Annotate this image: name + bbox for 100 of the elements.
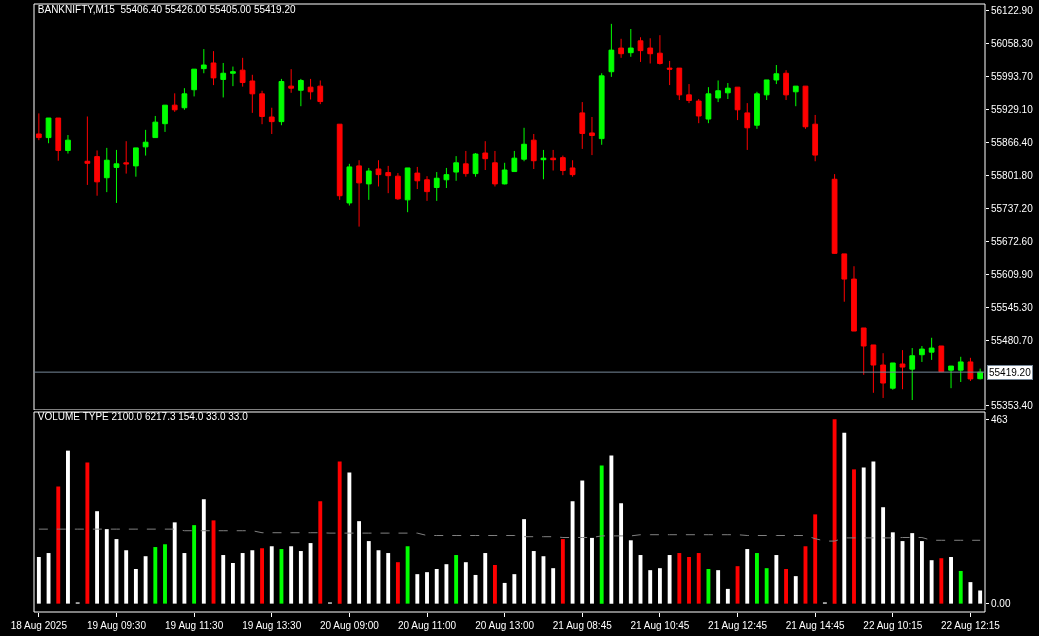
candlestick bbox=[171, 92, 178, 113]
bar bbox=[395, 562, 400, 604]
y-tick-label: 55929.10 bbox=[991, 104, 1034, 116]
candlestick bbox=[133, 147, 139, 178]
candlestick bbox=[385, 165, 392, 194]
candlestick bbox=[686, 83, 692, 104]
x-tick-label: 21 Aug 14:45 bbox=[785, 620, 846, 631]
bar bbox=[347, 472, 352, 604]
y-tick-label: 55866.40 bbox=[991, 136, 1034, 148]
bar bbox=[240, 553, 245, 604]
candlestick bbox=[598, 72, 605, 146]
bar bbox=[657, 568, 662, 604]
bar bbox=[890, 532, 895, 604]
bar bbox=[493, 564, 497, 604]
bar bbox=[36, 557, 41, 604]
candlestick bbox=[181, 87, 188, 111]
candlestick bbox=[860, 327, 867, 376]
bar bbox=[619, 503, 624, 604]
candlestick bbox=[462, 150, 469, 178]
x-tick-label: 18 Aug 2025 bbox=[10, 620, 68, 631]
x-tick-label: 20 Aug 09:00 bbox=[319, 620, 380, 631]
y-tick-label: 55993.70 bbox=[991, 71, 1034, 82]
candlestick bbox=[317, 79, 324, 105]
candlestick bbox=[492, 150, 498, 187]
bar bbox=[648, 570, 653, 604]
bar bbox=[201, 499, 206, 604]
candlestick bbox=[472, 152, 479, 178]
bar bbox=[949, 557, 953, 604]
bar bbox=[832, 419, 837, 604]
candlestick bbox=[870, 344, 877, 394]
bar bbox=[366, 541, 371, 604]
candlestick bbox=[589, 116, 595, 156]
candlestick bbox=[55, 117, 62, 162]
y-tick-label: 0.00 bbox=[991, 598, 1011, 610]
candlestick bbox=[637, 36, 644, 63]
candlestick bbox=[608, 23, 615, 78]
y-tick-label: 55672.60 bbox=[991, 236, 1034, 248]
candlestick bbox=[783, 69, 789, 101]
x-tick-label: 21 Aug 08:45 bbox=[552, 620, 613, 631]
candlestick bbox=[618, 38, 624, 59]
bar bbox=[560, 539, 565, 604]
candlestick bbox=[249, 74, 256, 114]
bar bbox=[745, 549, 750, 604]
line-series bbox=[38, 528, 981, 542]
y-tick-label: 55353.40 bbox=[991, 400, 1034, 412]
bar bbox=[687, 557, 691, 604]
bar bbox=[182, 553, 187, 604]
bar bbox=[929, 560, 934, 604]
candlestick bbox=[239, 57, 246, 88]
candlestick bbox=[579, 101, 586, 150]
bar bbox=[143, 556, 148, 604]
candlestick bbox=[414, 166, 421, 190]
candlestick bbox=[103, 147, 110, 193]
candlestick bbox=[307, 78, 314, 101]
y-tick-label: 56122.90 bbox=[991, 4, 1034, 16]
candlestick bbox=[948, 365, 954, 389]
candlestick bbox=[928, 337, 935, 361]
bar bbox=[580, 480, 585, 604]
bar bbox=[793, 576, 798, 604]
candlestick bbox=[899, 349, 906, 390]
candlestick bbox=[657, 34, 663, 66]
candlestick bbox=[142, 129, 149, 157]
bar bbox=[599, 465, 604, 604]
candlestick bbox=[356, 159, 362, 228]
bar bbox=[502, 582, 507, 604]
candlestick bbox=[404, 167, 411, 213]
bar bbox=[298, 551, 303, 604]
bar bbox=[871, 461, 876, 604]
candlestick bbox=[550, 149, 557, 172]
candlestick bbox=[715, 79, 722, 103]
candlestick bbox=[35, 112, 42, 141]
bar bbox=[958, 570, 963, 604]
bar bbox=[454, 555, 459, 604]
candlestick bbox=[773, 64, 780, 85]
candlestick bbox=[336, 123, 343, 201]
bar bbox=[463, 562, 468, 604]
bar bbox=[415, 574, 420, 604]
bar bbox=[570, 501, 575, 604]
y-tick-label: 56058.30 bbox=[991, 37, 1034, 49]
x-tick-label: 22 Aug 12:15 bbox=[940, 620, 1001, 631]
bar bbox=[163, 544, 167, 604]
bar bbox=[667, 555, 672, 604]
bar bbox=[978, 590, 983, 604]
x-tick-label: 20 Aug 11:00 bbox=[397, 620, 457, 631]
x-tick-label: 21 Aug 12:45 bbox=[708, 620, 768, 631]
bar bbox=[386, 553, 391, 604]
candlestick bbox=[724, 82, 731, 100]
candlestick bbox=[540, 149, 547, 180]
chart-title: VOLUME TYPE 2100.0 6217.3 154.0 33.0 33.0 bbox=[37, 411, 249, 422]
candlestick bbox=[113, 149, 120, 204]
bar bbox=[153, 547, 158, 604]
bar bbox=[192, 525, 197, 604]
candlestick bbox=[365, 167, 372, 201]
x-tick-label: 21 Aug 10:45 bbox=[630, 620, 690, 631]
candlestick bbox=[569, 159, 576, 178]
candlestick bbox=[831, 173, 838, 255]
bar bbox=[260, 548, 264, 604]
candlestick bbox=[627, 28, 634, 58]
bar bbox=[221, 555, 226, 604]
candlestick bbox=[45, 117, 52, 144]
